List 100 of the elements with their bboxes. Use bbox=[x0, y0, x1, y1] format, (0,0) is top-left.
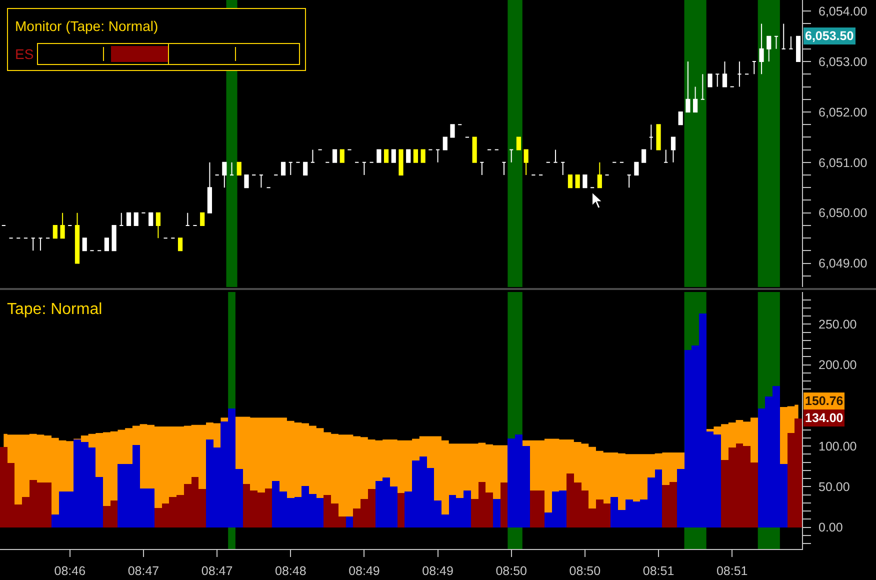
candlestick bbox=[752, 61, 756, 75]
candlestick bbox=[134, 212, 138, 226]
candlestick bbox=[236, 162, 242, 176]
candlestick bbox=[472, 136, 477, 163]
x-tick-label: 08:50 bbox=[496, 564, 528, 578]
y-tick-label: 6,049.00 bbox=[818, 256, 868, 271]
candlestick bbox=[656, 124, 661, 150]
candlestick bbox=[516, 136, 522, 150]
candlestick bbox=[222, 162, 227, 188]
candlestick bbox=[406, 149, 411, 163]
candlestick bbox=[788, 36, 794, 50]
candlestick bbox=[420, 149, 426, 163]
bar bbox=[492, 498, 500, 528]
data-label: 150.76 bbox=[805, 394, 844, 408]
text: Tape: Normal bbox=[7, 301, 102, 320]
x-tick-label: 08:49 bbox=[348, 564, 380, 578]
candlestick bbox=[781, 23, 786, 50]
candlestick bbox=[502, 162, 506, 176]
candlestick bbox=[207, 162, 212, 214]
candlestick bbox=[74, 212, 80, 264]
candlestick bbox=[119, 212, 124, 226]
candlestick bbox=[30, 238, 36, 252]
candlestick bbox=[575, 174, 580, 188]
candlestick bbox=[60, 212, 65, 239]
y-tick-label: 200.00 bbox=[818, 358, 857, 372]
y-tick-label: 6,053.00 bbox=[818, 54, 868, 69]
candlestick bbox=[480, 162, 484, 176]
x-tick-label: 08:51 bbox=[642, 564, 674, 578]
x-tick-label: 08:49 bbox=[422, 564, 454, 578]
candlestick bbox=[398, 149, 404, 176]
x-tick-label: 08:47 bbox=[201, 564, 233, 578]
candlestick bbox=[258, 174, 264, 188]
candlestick bbox=[670, 136, 676, 163]
candlestick bbox=[362, 162, 367, 176]
y-tick-label: 6,050.00 bbox=[818, 206, 868, 220]
x-tick-label: 08:47 bbox=[128, 564, 160, 578]
bar bbox=[346, 516, 354, 528]
y-tick-label: 100.00 bbox=[818, 439, 857, 454]
candlestick bbox=[435, 149, 440, 163]
text: 6,053.50 bbox=[805, 29, 854, 43]
candlestick bbox=[413, 149, 418, 163]
candlestick bbox=[442, 136, 448, 150]
candlestick bbox=[642, 149, 646, 163]
text: Monitor (Tape: Normal) bbox=[15, 18, 158, 34]
candlestick bbox=[597, 162, 602, 188]
x-tick-label: 08:50 bbox=[569, 564, 601, 578]
candlestick bbox=[568, 174, 573, 188]
candlestick bbox=[126, 212, 132, 226]
candlestick bbox=[560, 162, 566, 176]
candlestick bbox=[288, 162, 293, 176]
candlestick bbox=[332, 149, 338, 163]
candlestick bbox=[648, 124, 654, 150]
y-tick-label: 6,054.00 bbox=[818, 4, 868, 18]
candlestick bbox=[178, 238, 183, 252]
candlestick bbox=[524, 149, 528, 176]
y-tick-label: 6,051.00 bbox=[818, 156, 868, 170]
bar bbox=[500, 482, 508, 528]
candlestick bbox=[700, 74, 705, 100]
candlestick bbox=[796, 36, 801, 62]
candlestick bbox=[774, 36, 779, 50]
candlestick bbox=[634, 162, 639, 176]
candlestick bbox=[82, 238, 87, 252]
candlestick bbox=[229, 162, 234, 176]
candlestick bbox=[626, 174, 632, 188]
candlestick bbox=[52, 224, 58, 239]
y-tick-label: 6,052.00 bbox=[818, 105, 868, 120]
annotation: ES bbox=[15, 46, 34, 62]
candlestick bbox=[104, 238, 109, 252]
candlestick bbox=[303, 162, 308, 176]
candlestick bbox=[391, 149, 396, 163]
bar bbox=[397, 493, 405, 528]
candlestick bbox=[156, 212, 160, 239]
candlestick bbox=[664, 149, 668, 163]
candlestick bbox=[200, 212, 205, 226]
text: 134.00 bbox=[805, 411, 844, 425]
candlestick bbox=[715, 74, 720, 88]
candlestick bbox=[686, 61, 690, 112]
y-tick-label: 250.00 bbox=[818, 318, 857, 332]
candlestick bbox=[384, 149, 389, 163]
candlestick bbox=[582, 174, 588, 188]
candlestick bbox=[553, 149, 558, 163]
candlestick bbox=[340, 149, 344, 163]
candlestick bbox=[737, 61, 742, 88]
y-tick-label: 50.00 bbox=[818, 480, 850, 494]
candlestick bbox=[185, 212, 190, 226]
candlestick bbox=[244, 174, 249, 188]
candlestick bbox=[376, 149, 382, 163]
x-tick-label: 08:46 bbox=[54, 564, 86, 578]
y-tick-label: 0.00 bbox=[818, 520, 843, 535]
candlestick bbox=[759, 23, 764, 75]
candlestick bbox=[766, 36, 772, 62]
candlestick bbox=[310, 149, 316, 163]
candlestick bbox=[280, 162, 286, 176]
candlestick bbox=[708, 74, 712, 88]
candlestick bbox=[509, 149, 514, 163]
candlestick bbox=[678, 111, 683, 126]
candlestick bbox=[693, 86, 698, 112]
candlestick bbox=[148, 212, 154, 226]
candlestick bbox=[112, 224, 116, 252]
candlestick bbox=[38, 238, 43, 252]
